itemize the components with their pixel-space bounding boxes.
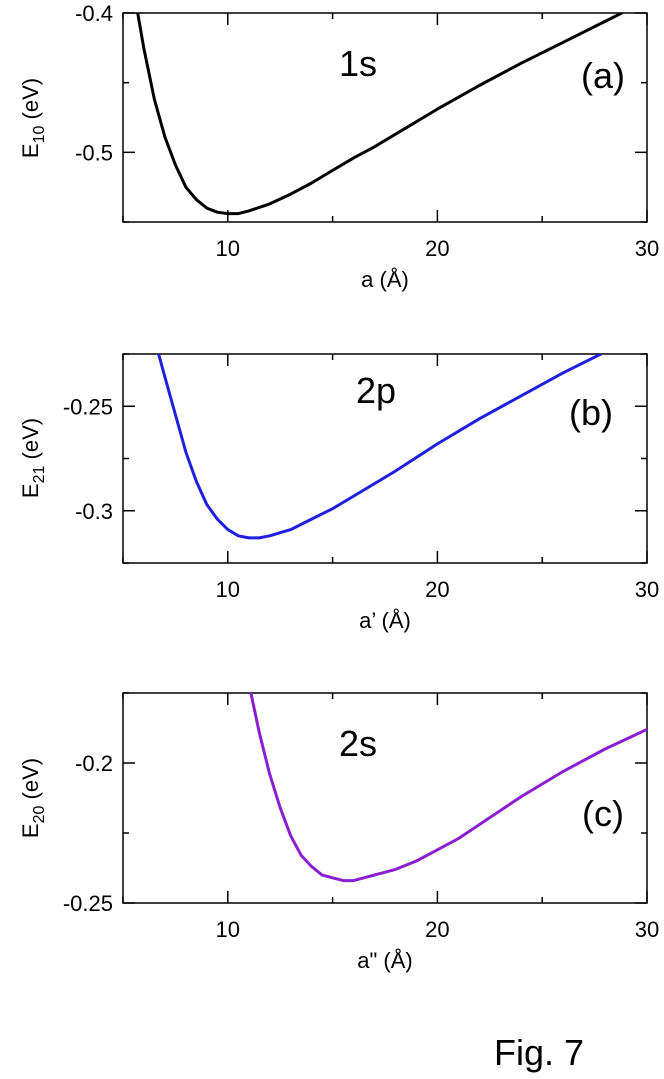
panel-tag: (a) [581,55,625,96]
x-tick-label: 10 [216,917,240,942]
plot-frame [122,692,648,904]
x-tick-label: 20 [425,577,449,602]
x-tick-label: 30 [635,577,659,602]
x-axis-label: a" (Å) [357,948,412,973]
y-tick-label: -0.25 [63,394,113,419]
series-line [157,354,603,540]
x-tick-label: 30 [635,236,659,261]
x-tick-label: 20 [425,236,449,261]
x-tick-label: 20 [425,917,449,942]
y-tick-label: -0.4 [75,1,113,26]
orbital-label: 2p [356,370,396,411]
chart-panel-a: 10 20 30 -0.4 -0.5 a (Å) E10 (eV) 1s (a) [18,1,659,292]
x-tick-label: 10 [216,236,240,261]
panel-tag: (c) [582,793,624,834]
y-tick-label: -0.25 [63,891,113,916]
series-line [249,693,647,883]
chart-panel-b: 10 20 30 -0.25 -0.3 a’ (Å) E21 (eV) 2p (b) [18,353,659,633]
chart-panel-c: 10 20 30 -0.2 -0.25 a" (Å) E20 (eV) 2s (c) [18,692,659,973]
y-axis-label: E10 (eV) [18,78,48,158]
y-axis-label: E21 (eV) [18,418,48,498]
y-tick-label: -0.5 [75,140,113,165]
y-tick-label: -0.2 [75,751,113,776]
x-tick-label: 10 [216,577,240,602]
figure-caption: Fig. 7 [494,1032,585,1073]
x-axis-label: a (Å) [361,267,409,292]
y-axis-label: E20 (eV) [18,758,48,838]
orbital-label: 1s [339,43,377,84]
plot-frame [122,12,648,223]
series-line [136,13,624,216]
x-tick-label: 30 [635,917,659,942]
x-axis-label: a’ (Å) [359,608,411,633]
panel-tag: (b) [569,392,613,433]
orbital-label: 2s [339,723,377,764]
y-tick-label: -0.3 [75,499,113,524]
